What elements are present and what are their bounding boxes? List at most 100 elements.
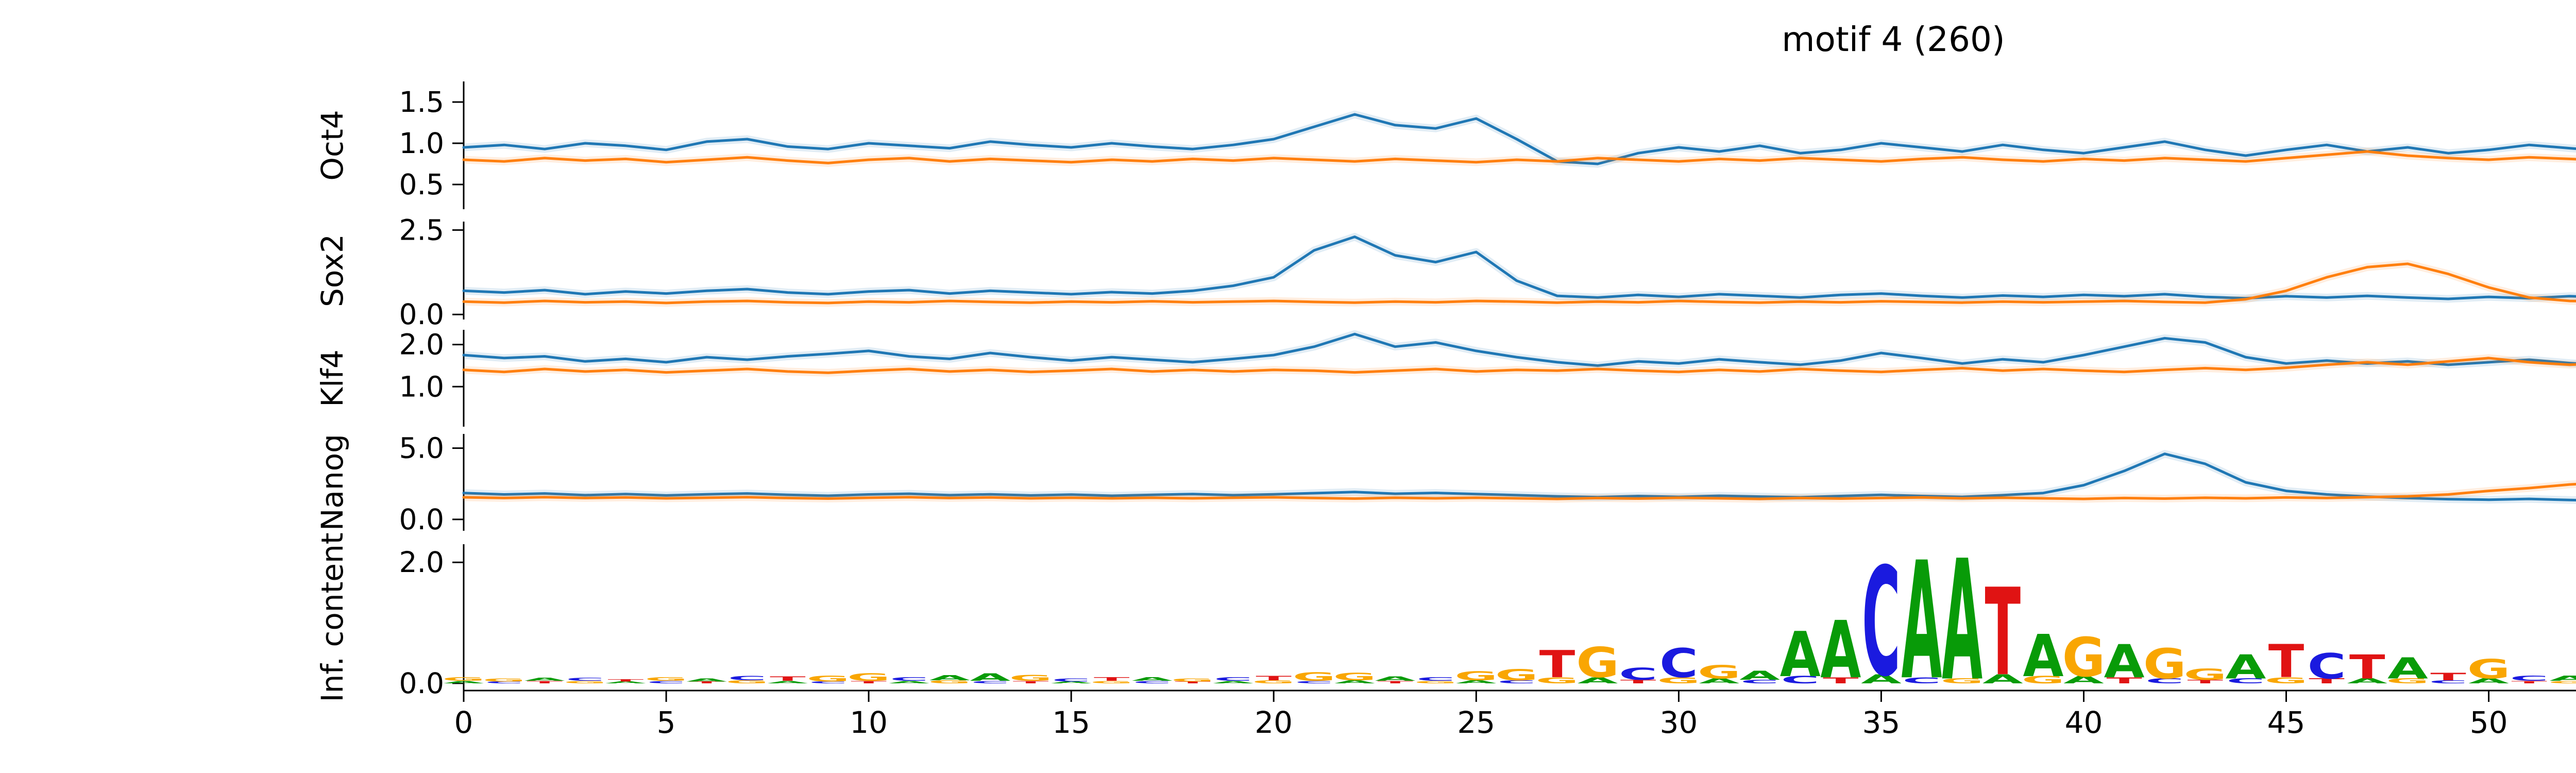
logo-letter-C: C xyxy=(1497,680,1536,684)
y-tick-label: 0.0 xyxy=(399,503,444,536)
logo-letter-C: C xyxy=(1619,664,1657,683)
logo-letter-T: T xyxy=(1256,675,1292,682)
logo-letter-A: A xyxy=(1820,604,1861,696)
logo-letter-T: T xyxy=(851,680,887,684)
logo-letter-C: C xyxy=(1659,641,1698,687)
x-tick-label: 35 xyxy=(1862,705,1900,740)
logo-letter-C: C xyxy=(2226,677,2265,685)
logo-letter-G: G xyxy=(2062,627,2106,689)
logo-letter-G: G xyxy=(1009,673,1053,683)
logo-letter-G: G xyxy=(2183,666,2227,683)
logo-letter-C: C xyxy=(1133,680,1172,684)
y-tick-label: 1.0 xyxy=(399,370,444,403)
logo-letter-T: T xyxy=(1539,643,1575,686)
logo-letter-A: A xyxy=(1739,668,1780,683)
logo-letter-C: C xyxy=(1862,537,1901,710)
logo-letter-A: A xyxy=(1456,680,1497,684)
logo-letter-A: A xyxy=(1051,681,1092,684)
nanog-blue-line xyxy=(462,452,2576,502)
logo-letter-G: G xyxy=(807,674,850,684)
logo-letter-T: T xyxy=(2106,676,2142,685)
logo-letter-A: A xyxy=(1213,680,1253,684)
logo-letter-A: A xyxy=(767,680,808,684)
logo-letter-T: T xyxy=(1094,676,1130,682)
x-tick-label: 15 xyxy=(1052,705,1090,740)
y-tick-label: 1.5 xyxy=(399,86,444,119)
logo-letter-T: T xyxy=(527,680,563,684)
logo-letter-G: G xyxy=(847,672,890,683)
logo-letter-A: A xyxy=(1942,526,1982,718)
klf4-orange-line xyxy=(462,357,2576,374)
logo-letter-A: A xyxy=(1375,676,1416,682)
logo-letter-T: T xyxy=(2349,648,2385,687)
y-tick-label: 2.0 xyxy=(399,546,444,579)
logo-letter-C: C xyxy=(647,680,686,684)
y-tick-label: 0.0 xyxy=(399,298,444,331)
sox2-blue-line xyxy=(462,236,2576,300)
x-tick-label: 20 xyxy=(1255,705,1293,740)
logo-letter-G: G xyxy=(564,680,607,684)
x-tick-label: 30 xyxy=(1659,705,1698,740)
logo-letter-C: C xyxy=(809,681,848,684)
logo-letter-A: A xyxy=(1861,672,1902,686)
logo-letter-G: G xyxy=(2548,680,2576,684)
x-tick-label: 5 xyxy=(657,705,676,740)
logo-letter-T: T xyxy=(2188,679,2224,684)
logo-letter-G: G xyxy=(928,680,971,684)
logo-letter-C: C xyxy=(1903,676,1941,685)
logo-letter-A: A xyxy=(2468,677,2509,685)
logo-letter-G: G xyxy=(442,676,485,682)
logo-letter-G: G xyxy=(483,678,526,682)
logo-letter-G: G xyxy=(1414,680,1458,684)
y-tick-label: 0.0 xyxy=(399,667,444,700)
logo-letter-T: T xyxy=(1013,680,1049,684)
x-tick-label: 25 xyxy=(1457,705,1495,740)
logo-letter-G: G xyxy=(1293,670,1336,683)
x-tick-label: 10 xyxy=(850,705,888,740)
plot-title: motif 4 (260) xyxy=(1782,20,2005,59)
logo-letter-G: G xyxy=(1495,666,1538,684)
logo-letter-A: A xyxy=(2225,648,2266,687)
logo-letter-T: T xyxy=(1985,563,2021,703)
logo-letter-G: G xyxy=(1657,676,1701,685)
logo-letter-T: T xyxy=(1823,676,1859,685)
logo-letter-A: A xyxy=(524,677,565,682)
logo-letter-A: A xyxy=(929,674,970,682)
logo-letter-C: C xyxy=(2510,675,2549,683)
logo-letter-G: G xyxy=(2022,674,2065,685)
logo-letter-C: C xyxy=(2429,680,2468,684)
logo-letter-T: T xyxy=(770,676,806,682)
logo-letter-C: C xyxy=(485,681,523,684)
logo-letter-T: T xyxy=(608,679,644,682)
logo-letter-T: T xyxy=(689,681,725,684)
logo-letter-G: G xyxy=(725,680,769,684)
logo-letter-G: G xyxy=(1252,680,1295,684)
logo-letter-T: T xyxy=(1377,680,1413,684)
oct4-orange-line xyxy=(462,150,2576,164)
logo-letter-T: T xyxy=(1620,679,1656,684)
logo-letter-A: A xyxy=(2549,675,2576,683)
logo-letter-A: A xyxy=(1334,680,1375,684)
logo-letter-A: A xyxy=(444,680,484,684)
logo-letter-C: C xyxy=(1052,678,1091,682)
logo-letter-G: G xyxy=(1333,671,1377,682)
logo-letter-G: G xyxy=(2143,640,2187,688)
x-tick-label: 45 xyxy=(2267,705,2306,740)
logo-letter-C: C xyxy=(2145,677,2184,685)
y-tick-label: 2.5 xyxy=(399,213,444,246)
logo-letter-T: T xyxy=(2511,680,2547,684)
logo-letter-T: T xyxy=(1175,681,1211,684)
logo-letter-G: G xyxy=(1171,678,1214,682)
logo-letter-A: A xyxy=(1982,672,2023,686)
logo-letter-A: A xyxy=(2023,623,2063,690)
logo-letter-T: T xyxy=(2430,671,2466,682)
sox2-orange-line xyxy=(462,262,2576,305)
y-tick-label: 1.0 xyxy=(399,127,444,160)
nanog-orange-line xyxy=(462,482,2576,500)
logo-letter-A: A xyxy=(1902,528,1942,715)
logo-letter-C: C xyxy=(1781,674,1820,685)
klf4-blue-line xyxy=(462,332,2576,367)
logo-letter-A: A xyxy=(1578,676,1619,685)
